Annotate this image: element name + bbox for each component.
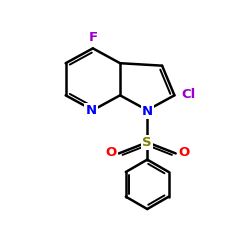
Text: N: N xyxy=(142,105,153,118)
Text: Cl: Cl xyxy=(181,88,195,101)
Text: S: S xyxy=(142,136,152,149)
Text: O: O xyxy=(105,146,117,159)
Text: F: F xyxy=(88,32,98,44)
Text: N: N xyxy=(85,104,96,117)
Text: O: O xyxy=(178,146,189,159)
